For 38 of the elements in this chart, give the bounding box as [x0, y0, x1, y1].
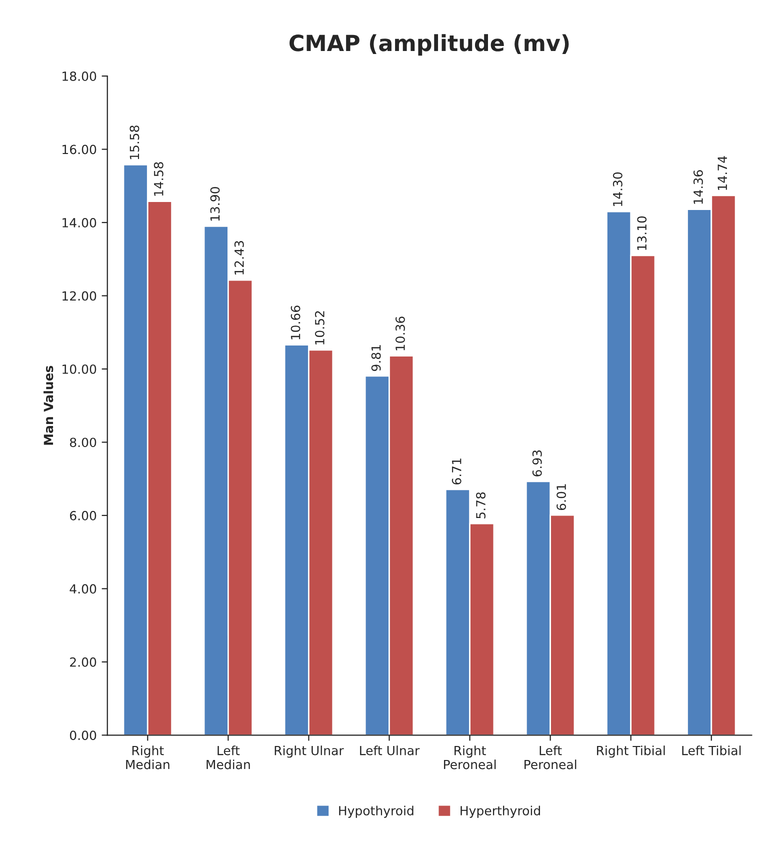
x-tick-label: Right Ulnar [274, 746, 344, 758]
data-label: 10.52 [314, 311, 324, 344]
data-label: 6.01 [556, 484, 566, 510]
data-label: 9.81 [371, 345, 381, 371]
legend-label: Hypothyroid [339, 806, 414, 818]
data-label: 6.71 [452, 458, 462, 484]
y-tick-label: 12.00 [62, 291, 96, 301]
data-label: 14.58 [154, 162, 164, 196]
y-tick-label: 6.00 [70, 510, 96, 520]
x-tick-label: Right Tibial [597, 746, 665, 758]
y-tick-label: 8.00 [70, 438, 96, 448]
x-tick-label: Left Tibial [682, 746, 741, 756]
data-label: 15.58 [130, 126, 140, 160]
data-label: 10.36 [396, 316, 405, 350]
y-tick-label: 0.00 [70, 730, 96, 740]
y-tick-label: 18.00 [62, 72, 96, 81]
legend-label: Hyperthyroid [460, 806, 540, 818]
y-tick-label: 10.00 [62, 364, 96, 374]
data-label: 13.90 [210, 187, 220, 221]
y-tick-label: 2.00 [70, 657, 96, 667]
y-tick-label: 14.00 [62, 218, 96, 228]
data-label: 6.93 [532, 450, 542, 476]
data-label: 14.30 [612, 172, 622, 206]
y-tick-label: 4.00 [70, 584, 96, 594]
data-label: 14.36 [693, 170, 703, 204]
x-tick-label: Left Median [206, 746, 250, 770]
data-label: 5.78 [476, 492, 486, 518]
data-label: 14.74 [718, 156, 727, 190]
x-tick-label: Left Ulnar [360, 746, 420, 756]
data-label: 12.43 [234, 241, 244, 274]
data-label: 10.66 [290, 306, 300, 340]
y-axis-title: Man Values [44, 366, 54, 445]
x-tick-label: Left Peroneal [524, 746, 576, 770]
x-tick-label: Right Peroneal [444, 746, 496, 770]
y-tick-label: 16.00 [62, 144, 96, 154]
x-tick-label: Right Median [126, 746, 170, 770]
data-label: 13.10 [637, 216, 647, 250]
chart-title: CMAP (amplitude (mv) [290, 34, 569, 56]
